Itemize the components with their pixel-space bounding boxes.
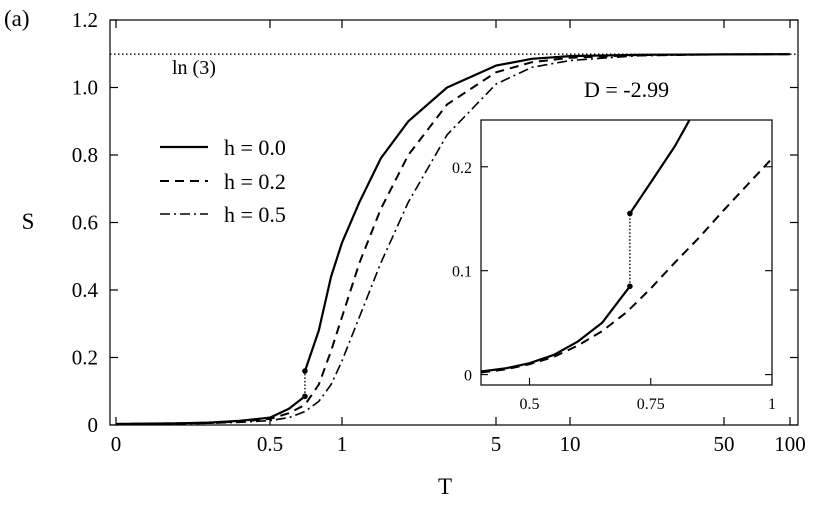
main-x-tick-label: 100: [774, 432, 806, 456]
inset-transition-point-low: [627, 283, 633, 290]
inset-y-tick-label: 0: [464, 368, 472, 385]
main-x-tick-label: 5: [491, 432, 502, 456]
legend-label-h05: h = 0.5: [224, 202, 286, 227]
inset-series-dashed-line: [481, 157, 772, 374]
inset-chart: 0.5 0.75 1 0 0.1 0.2: [452, 119, 776, 413]
inset-transition: [627, 210, 633, 290]
ln3-label: ln (3): [172, 57, 216, 79]
main-series-dash-dot-line: [115, 53, 791, 426]
main-y-tick-label: 0.4: [72, 278, 99, 302]
main-y-tick-label: 1.0: [72, 76, 98, 100]
legend-label-h02: h = 0.2: [224, 169, 286, 194]
main-series-dashed-line: [115, 53, 791, 425]
inset-series-group: [481, 120, 772, 374]
x-axis-label: T: [438, 474, 452, 499]
parameter-label: D = -2.99: [584, 77, 669, 102]
main-x-ticks: 0 0.5 1 5 10 50 100: [111, 20, 806, 456]
main-series-group: [115, 53, 791, 426]
inset-y-tick-label: 0.2: [452, 160, 472, 177]
main-x-tick-label: 0.5: [257, 432, 283, 456]
inset-x-tick-label: 0.5: [520, 396, 540, 413]
inset-frame: [480, 119, 773, 386]
main-transition-point-high: [302, 368, 308, 374]
main-x-tick-label: 1: [337, 432, 348, 456]
inset-x-tick-label: 1: [768, 396, 776, 413]
y-axis-label: S: [22, 209, 35, 234]
legend-label-h0: h = 0.0: [224, 135, 286, 160]
inset-transition-point-high: [627, 210, 633, 217]
main-transition-point-low: [302, 393, 308, 400]
main-series-solid-upper-line: [303, 53, 791, 372]
inset-x-ticks: 0.5 0.75 1: [520, 378, 776, 413]
main-y-tick-label: 0.2: [72, 346, 98, 370]
main-y-tick-label: 0.8: [72, 143, 98, 167]
main-y-tick-label: 0: [88, 413, 99, 437]
inset-y-tick-label: 0.1: [452, 264, 472, 281]
main-y-tick-label: 0.6: [72, 211, 98, 235]
inset-series-solid-line: [481, 285, 631, 373]
ln3-reference: ln (3): [110, 53, 798, 79]
main-y-tick-label: 1.2: [72, 8, 98, 32]
main-y-ticks: 0 0.2 0.4 0.6 0.8 1.0 1.2: [72, 8, 798, 437]
inset-series-solid-upper-line: [628, 120, 691, 215]
inset-x-tick-label: 0.75: [637, 396, 665, 413]
main-x-tick-label: 10: [560, 432, 581, 456]
main-x-tick-label: 50: [714, 432, 735, 456]
panel-label: (a): [4, 6, 30, 31]
inset-y-ticks: 0 0.1 0.2: [452, 160, 772, 385]
main-transition: [302, 368, 308, 400]
legend: h = 0.0 h = 0.2 h = 0.5: [160, 135, 286, 227]
main-x-tick-label: 0: [111, 432, 122, 456]
